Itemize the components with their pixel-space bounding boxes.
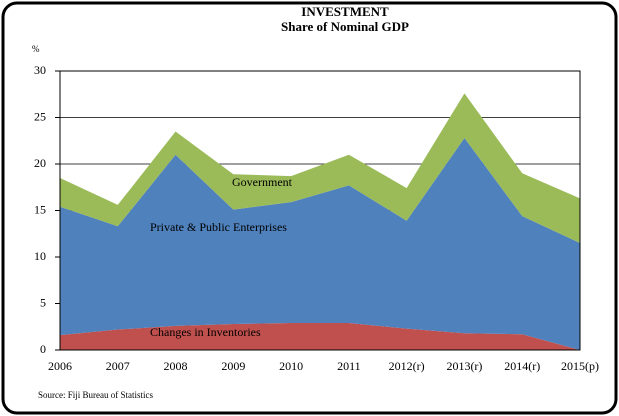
x-tick-label: 2008	[164, 359, 188, 373]
area	[60, 137, 580, 350]
x-tick-label: 2011	[337, 359, 361, 373]
chart-subtitle: Share of Nominal GDP	[281, 19, 409, 34]
x-tick-label: 2007	[106, 359, 130, 373]
source: Source: Fiji Bureau of Statistics	[38, 390, 153, 400]
area	[60, 93, 580, 244]
y-tick-label: 15	[34, 202, 46, 216]
series-label: Changes in Inventories	[150, 325, 261, 339]
y-tick-label: 20	[34, 156, 46, 170]
x-tick-label: 2012(r)	[389, 359, 425, 373]
y-tick-label: 30	[34, 63, 46, 77]
x-tick-label: 2009	[221, 359, 245, 373]
x-tick-label: 2013(r)	[446, 359, 482, 373]
area	[60, 323, 580, 350]
x-tick-label: 2006	[48, 359, 72, 373]
plot-border	[59, 70, 581, 351]
x-tick-label: 2015(p)	[561, 359, 599, 373]
series-label: Private & Public Enterprises	[150, 220, 287, 234]
y-tick-label: 25	[34, 109, 46, 123]
y-tick-label: 5	[40, 295, 46, 309]
series-label: Government	[232, 175, 293, 189]
x-tick-label: 2014(r)	[504, 359, 540, 373]
chart-title: INVESTMENT	[301, 4, 389, 19]
y-axis-label: %	[32, 44, 40, 54]
y-tick-label: 0	[40, 342, 46, 356]
y-tick-label: 10	[34, 249, 46, 263]
x-tick-label: 2010	[279, 359, 303, 373]
